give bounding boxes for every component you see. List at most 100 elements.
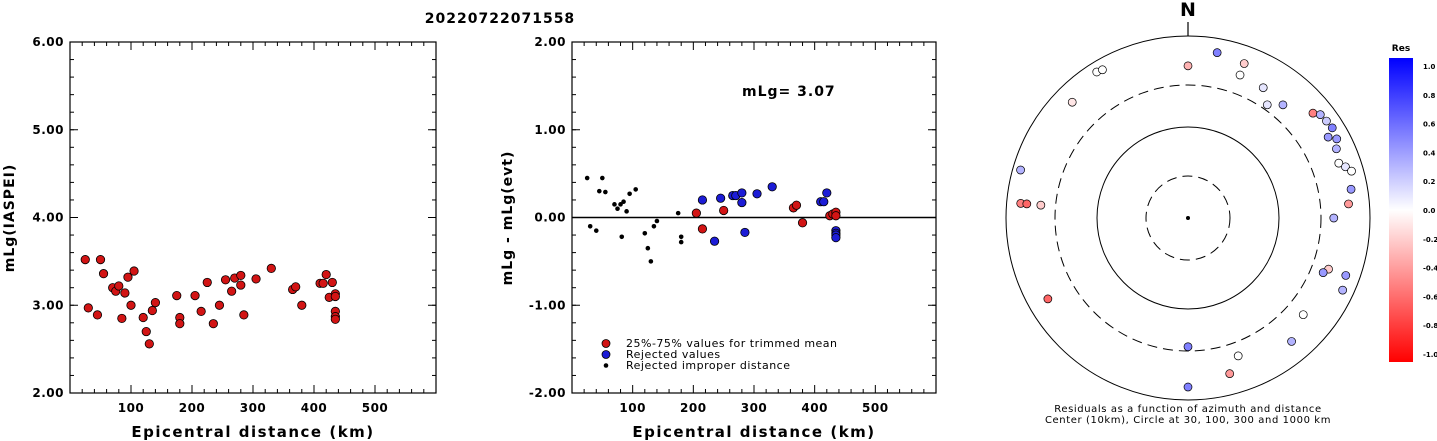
rejected-distance-point [593, 228, 599, 233]
colorbar-tick-label: -0.2 [1423, 236, 1437, 244]
station-point [1067, 97, 1077, 107]
station-point [1212, 48, 1222, 57]
station-point [1233, 351, 1243, 361]
colorbar-gradient [1389, 58, 1413, 362]
plot-frame [69, 41, 437, 394]
colorbar-tick-label: 0.0 [1423, 207, 1436, 215]
data-point [239, 310, 249, 320]
y-tick-labels: 2.00 1.00 0.00 -1.00 -2.00 [529, 35, 566, 400]
data-point [697, 224, 708, 234]
station-point [1262, 100, 1272, 110]
data-point [144, 339, 154, 349]
y-tick-label: 2.00 [534, 35, 566, 49]
data-point [126, 300, 136, 310]
station-point [1022, 199, 1032, 209]
north-label: N [1180, 0, 1196, 21]
circle-1000km [1005, 35, 1371, 401]
rejected-distance-point [642, 230, 648, 236]
data-point [141, 326, 151, 337]
station-point [1318, 268, 1328, 277]
y-tick-label: 5.00 [32, 123, 64, 137]
station-point [1329, 213, 1339, 223]
station-point [1338, 285, 1347, 295]
data-point [740, 227, 750, 238]
rejected-distance-point [619, 234, 625, 240]
station-point [1298, 310, 1308, 320]
data-point [719, 205, 729, 216]
colorbar-tick-label: 0.4 [1423, 149, 1436, 157]
data-point [266, 263, 276, 273]
data-point [330, 314, 340, 324]
y-tick-labels: 6.00 5.00 4.00 3.00 2.00 [32, 35, 64, 400]
legend-marker [603, 363, 609, 368]
y-tick-label: -2.00 [529, 386, 566, 400]
data-point [196, 306, 206, 316]
data-point [251, 274, 261, 284]
rejected-distance-point [654, 218, 660, 224]
data-point [92, 310, 103, 320]
station-point [1322, 116, 1331, 126]
data-point [791, 200, 802, 210]
legend-marker [601, 350, 611, 359]
station-point [1278, 100, 1288, 110]
data-point [297, 300, 307, 310]
rejected-distance-point [587, 223, 593, 229]
rejected-distance-point [600, 175, 605, 181]
data-point [831, 233, 841, 243]
data-point [114, 281, 124, 291]
circle-100km [1096, 126, 1280, 310]
legend: 25%-75% values for trimmed meanRejected … [601, 337, 837, 372]
rejected-distance-point [621, 199, 626, 205]
data-point [831, 211, 841, 221]
station-point [1183, 61, 1193, 71]
data-point [175, 319, 185, 329]
y-tick-label: 4.00 [32, 211, 64, 225]
azimuth-residual-panel: N Residuals as a function of azimuth and… [1005, 0, 1371, 426]
station-point [1334, 158, 1344, 168]
station-point [1332, 134, 1342, 144]
station-point [1332, 144, 1341, 154]
data-point [330, 291, 340, 302]
station-point [1327, 123, 1337, 133]
rejected-distance-point [627, 191, 632, 197]
station-point [1183, 342, 1193, 352]
data-point [318, 278, 328, 288]
rejected-distance-point [678, 234, 684, 240]
rejected-distance-point [624, 209, 629, 214]
station-point [1341, 162, 1350, 172]
polar-caption: Center (10km), Circle at 30, 100, 300 an… [1045, 415, 1331, 426]
x-tick-label: 500 [362, 401, 389, 415]
station-point [1315, 110, 1325, 119]
legend-label: Rejected improper distance [626, 359, 791, 372]
y-axis-label: mLg(IASPEI) [2, 164, 18, 273]
y-tick-label: 0.00 [534, 211, 566, 225]
station-point [1287, 337, 1296, 346]
colorbar-tick-label: -1.0 [1423, 351, 1437, 359]
x-tick-label: 300 [741, 401, 768, 415]
data-point [327, 277, 337, 288]
data-point [822, 188, 832, 198]
x-tick-label: 400 [801, 401, 828, 415]
data-point [98, 269, 109, 279]
colorbar-tick-label: -0.6 [1423, 293, 1437, 301]
data-point [117, 313, 127, 324]
data-point [120, 288, 130, 298]
data-point [83, 303, 93, 313]
x-axis-label: Epicentral distance (km) [632, 423, 875, 441]
data-point [236, 270, 246, 281]
residual-vs-distance-panel: 2.00 1.00 0.00 -1.00 -2.00 100 200 300 400 500 m… [500, 35, 937, 441]
station-point [1225, 369, 1235, 379]
magnitude-vs-distance-panel: 6.00 5.00 4.00 3.00 2.00 100 200 300 400 500 mLg… [2, 35, 437, 441]
station-point [1183, 382, 1193, 392]
colorbar-tick-label: 0.8 [1423, 92, 1436, 100]
station-point [1341, 271, 1351, 280]
circle-30km [1145, 175, 1231, 261]
rejected-distance-point [618, 202, 623, 207]
data-point [716, 193, 726, 203]
data-point [172, 290, 182, 301]
rejected-distance-point [651, 223, 657, 229]
data-point [737, 188, 747, 198]
station-point [1346, 184, 1356, 194]
legend-label: Rejected values [626, 348, 721, 361]
